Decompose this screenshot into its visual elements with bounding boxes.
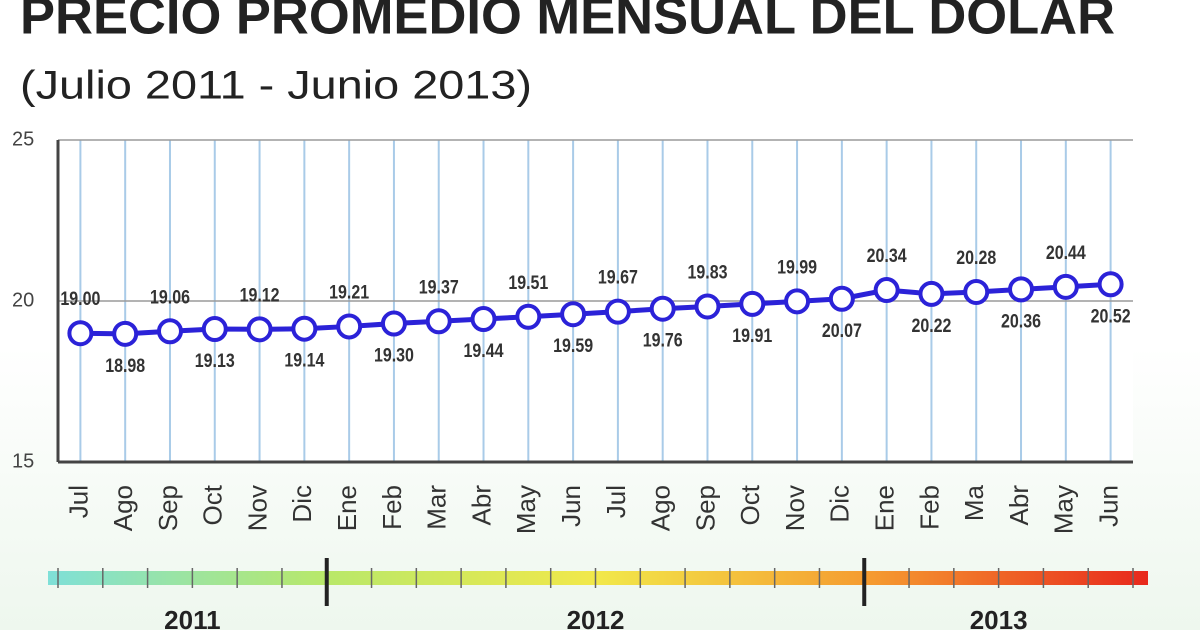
value-label: 19.30 (374, 346, 414, 367)
value-label: 20.34 (867, 246, 907, 267)
x-tick-label: Nov (242, 485, 272, 531)
chart-subtitle: (Julio 2011 - Junio 2013) (20, 64, 532, 108)
data-point (291, 315, 318, 342)
timeline-bar (48, 571, 1148, 585)
data-point (604, 298, 631, 325)
data-point (828, 285, 855, 312)
data-point (873, 277, 900, 304)
value-label: 19.14 (284, 351, 324, 372)
value-label: 20.28 (956, 248, 996, 269)
value-label: 19.51 (508, 273, 548, 294)
x-tick-label: Ene (332, 485, 362, 531)
x-tick-label: Ago (646, 485, 676, 531)
data-point (739, 290, 766, 317)
year-label: 2012 (567, 605, 625, 630)
data-point (336, 313, 363, 340)
data-point (784, 288, 811, 315)
data-point (649, 295, 676, 322)
x-tick-label: Ene (870, 485, 900, 531)
value-label: 20.36 (1001, 311, 1041, 332)
value-label: 19.37 (419, 277, 459, 298)
value-label: 18.98 (105, 356, 145, 377)
data-point (380, 310, 407, 337)
x-tick-label: Ago (108, 485, 138, 531)
data-point (963, 278, 990, 305)
data-point (1097, 271, 1124, 298)
data-point (112, 320, 139, 347)
data-point (67, 320, 94, 347)
y-tick-label: 20 (12, 289, 34, 311)
data-point (694, 293, 721, 320)
x-tick-label: Feb (914, 485, 944, 530)
value-label: 19.12 (240, 285, 280, 306)
x-tick-label: Oct (198, 484, 228, 525)
data-point (425, 308, 452, 335)
x-tick-label: Dic (287, 485, 317, 523)
x-tick-label: Sep (153, 485, 183, 531)
x-tick-label: Jun (556, 485, 586, 527)
y-tick-label: 25 (12, 128, 34, 150)
x-tick-label: Abr (466, 485, 496, 526)
data-point (201, 316, 228, 343)
data-point (470, 306, 497, 333)
value-label: 19.67 (598, 268, 638, 289)
value-label: 19.44 (464, 341, 504, 362)
value-label: 19.59 (553, 336, 593, 357)
x-tick-label: May (1049, 485, 1079, 534)
x-tick-label: Jul (601, 485, 631, 518)
data-point (918, 280, 945, 307)
y-tick-label: 15 (12, 450, 34, 472)
x-tick-label: Ma (959, 484, 989, 521)
value-label: 19.13 (195, 351, 235, 372)
year-label: 2011 (164, 605, 220, 630)
x-tick-label: Feb (377, 485, 407, 530)
data-point (246, 316, 273, 343)
x-tick-label: Abr (1004, 485, 1034, 526)
x-tick-label: May (511, 485, 541, 534)
value-label: 19.06 (150, 287, 190, 308)
value-label: 19.99 (777, 257, 817, 278)
data-point (1008, 276, 1035, 303)
value-label: 20.07 (822, 321, 862, 342)
x-tick-label: Jun (1093, 485, 1123, 527)
data-point (560, 301, 587, 328)
data-point (515, 303, 542, 330)
chart-title: PRECIO PROMEDIO MENSUAL DEL DOLAR (20, 0, 1115, 46)
value-label: 19.91 (732, 326, 772, 347)
data-point (156, 318, 183, 345)
x-tick-label: Jul (63, 485, 93, 518)
value-label: 20.44 (1046, 243, 1086, 264)
value-label: 20.22 (911, 316, 951, 337)
x-tick-label: Dic (825, 485, 855, 523)
x-tick-label: Oct (735, 484, 765, 525)
value-label: 19.21 (329, 282, 369, 303)
x-tick-label: Sep (690, 485, 720, 531)
x-tick-label: Nov (780, 485, 810, 531)
value-label: 19.00 (60, 289, 100, 310)
value-label: 20.52 (1091, 306, 1131, 327)
value-label: 19.83 (687, 262, 727, 283)
data-point (1052, 273, 1079, 300)
value-label: 19.76 (643, 331, 683, 352)
year-label: 2013 (970, 605, 1028, 630)
x-tick-label: Mar (422, 485, 452, 530)
